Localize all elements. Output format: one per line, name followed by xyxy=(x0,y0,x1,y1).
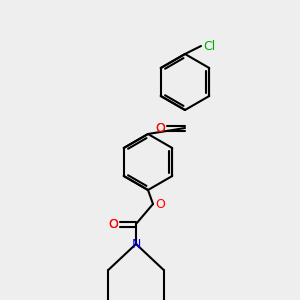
Text: O: O xyxy=(155,122,165,134)
Text: O: O xyxy=(108,218,118,230)
Text: O: O xyxy=(108,218,118,230)
Text: O: O xyxy=(155,122,165,134)
Text: Cl: Cl xyxy=(203,40,215,52)
Text: N: N xyxy=(131,238,141,250)
Text: O: O xyxy=(155,197,165,211)
